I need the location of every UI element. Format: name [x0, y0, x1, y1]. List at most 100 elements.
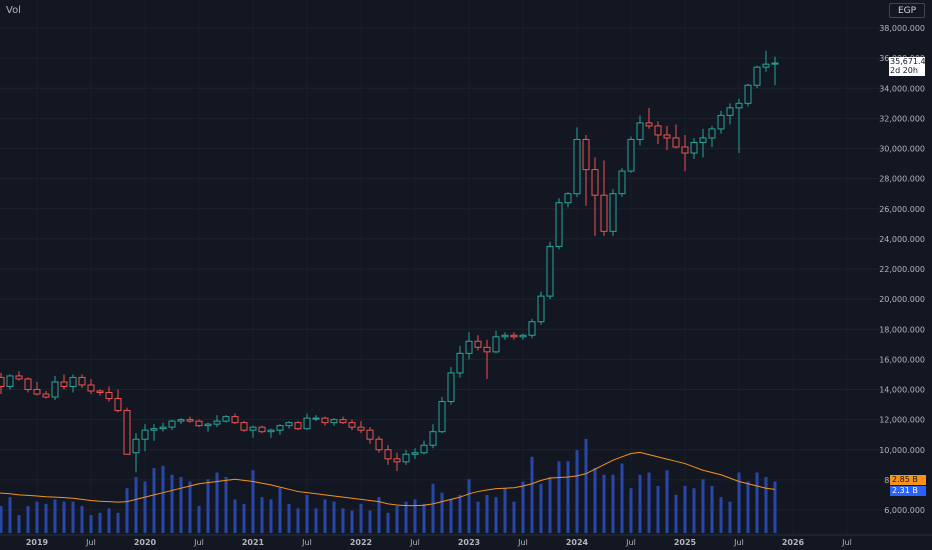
- volume-bar: [440, 492, 444, 533]
- volume-bar: [512, 501, 516, 533]
- volume-bar: [152, 468, 156, 533]
- x-tick-label: Jul: [841, 538, 852, 547]
- candle-body: [420, 444, 428, 454]
- volume-bar: [350, 510, 354, 533]
- y-tick-label: 26,000.000: [879, 205, 925, 214]
- x-tick-label: Jul: [301, 538, 312, 547]
- y-tick-label: 24,000.000: [879, 235, 925, 244]
- y-tick-label: 20,000.000: [879, 295, 925, 304]
- candle-body: [456, 352, 464, 374]
- volume-bar: [728, 501, 732, 533]
- volume-bar: [557, 461, 561, 533]
- candle-body: [735, 102, 743, 109]
- volume-ma-tag: 2.85 B: [890, 475, 926, 485]
- candle-body: [726, 107, 734, 116]
- candle-body: [573, 138, 581, 195]
- candle-body: [78, 376, 86, 386]
- x-tick-label: Jul: [517, 538, 528, 547]
- volume-bar: [773, 481, 777, 533]
- volume-bar: [764, 477, 768, 533]
- volume-bar: [71, 501, 75, 533]
- candle-body: [402, 453, 410, 463]
- candle-body: [240, 422, 248, 431]
- volume-bar: [701, 479, 705, 533]
- volume-bar: [719, 497, 723, 533]
- last-price-tag: 35,671.400 2d 20h: [889, 57, 932, 76]
- volume-bar: [359, 503, 363, 533]
- volume-bar: [395, 506, 399, 533]
- candle-body: [438, 401, 446, 433]
- candle-body: [663, 134, 671, 139]
- volume-bar: [53, 499, 57, 533]
- volume-bar: [539, 483, 543, 533]
- candle-body: [276, 425, 284, 431]
- volume-bar: [422, 503, 426, 533]
- y-tick-label: 22,000.000: [879, 265, 925, 274]
- volume-bar: [656, 485, 660, 533]
- volume-bar: [575, 450, 579, 533]
- volume-bar: [476, 501, 480, 533]
- volume-bar: [611, 474, 615, 533]
- candle-body: [510, 334, 518, 338]
- candle-body: [168, 420, 176, 428]
- volume-bar: [35, 501, 39, 533]
- y-tick-label: 38,000.000: [879, 24, 925, 33]
- volume-bar: [638, 474, 642, 533]
- y-tick-label: 14,000.000: [879, 386, 925, 395]
- volume-bar: [80, 506, 84, 533]
- volume-bar: [260, 497, 264, 533]
- volume-indicator-label[interactable]: Vol: [6, 5, 21, 16]
- candle-body: [591, 169, 599, 196]
- volume-bar: [269, 499, 273, 533]
- currency-button[interactable]: EGP: [889, 3, 925, 18]
- x-tick-label: Jul: [85, 538, 96, 547]
- candle-body: [33, 389, 41, 395]
- candle-body: [150, 428, 158, 431]
- candle-body: [15, 375, 23, 380]
- time-axis[interactable]: 2019 Jul 2020 Jul 2021 Jul 2022 Jul 2023 Jul 2024 J…: [0, 534, 932, 547]
- candle-body: [330, 419, 338, 424]
- volume-bar: [161, 465, 165, 533]
- volume-bar: [746, 481, 750, 533]
- x-tick-label: Jul: [193, 538, 204, 547]
- volume-bars: [0, 438, 777, 533]
- candle-body: [213, 420, 221, 425]
- volume-bar: [584, 438, 588, 533]
- candle-body: [267, 429, 275, 433]
- candle-body: [357, 426, 365, 431]
- candle-body: [483, 346, 491, 353]
- x-tick-label: 2021: [242, 538, 265, 547]
- volume-bar: [215, 472, 219, 533]
- volume-bar: [17, 515, 21, 533]
- volume-bar: [89, 515, 93, 533]
- volume-bar: [548, 477, 552, 533]
- volume-ma-line: [0, 451, 776, 507]
- candle-body: [690, 141, 698, 154]
- candle-body: [285, 422, 293, 427]
- volume-bar: [431, 483, 435, 533]
- volume-bar: [8, 497, 12, 533]
- candle-body: [123, 410, 131, 455]
- candle-body: [195, 420, 203, 427]
- chart-grid: [0, 27, 885, 511]
- x-tick-label: Jul: [625, 538, 636, 547]
- volume-bar: [197, 506, 201, 533]
- y-tick-label: 10,000.000: [879, 446, 925, 455]
- volume-bar: [107, 508, 111, 533]
- candle-body: [366, 429, 374, 440]
- candle-body: [348, 422, 356, 428]
- x-tick-label: 2024: [566, 538, 589, 547]
- candle-body: [582, 138, 590, 171]
- candle-body: [231, 416, 239, 424]
- x-tick-label: 2020: [134, 538, 157, 547]
- volume-bar: [368, 510, 372, 533]
- volume-bar: [647, 472, 651, 533]
- volume-tag: 2.31 B: [890, 486, 926, 496]
- candle-body: [105, 392, 113, 400]
- candle-body: [744, 84, 752, 104]
- volume-bar: [404, 501, 408, 533]
- volume-bar: [629, 488, 633, 533]
- price-axis[interactable]: 38,000.00036,000.00034,000.00032,000.000…: [879, 24, 925, 515]
- x-tick-label: 2022: [350, 538, 372, 547]
